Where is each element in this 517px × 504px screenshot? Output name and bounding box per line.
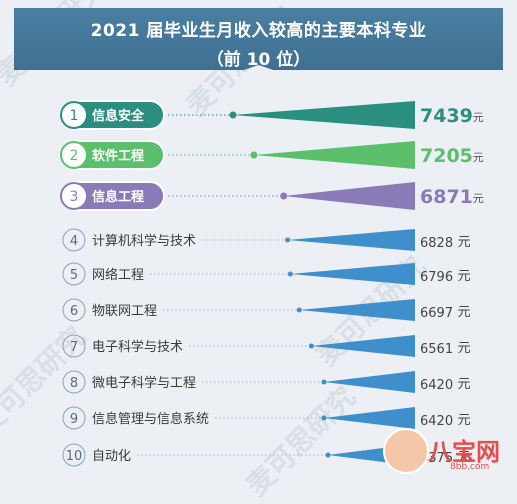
- unit-label: 元: [473, 111, 484, 124]
- logo-text: 八宝网: [428, 438, 500, 466]
- rank-number: 8: [70, 376, 78, 391]
- logo-url: 8bb.com: [450, 462, 490, 472]
- rank-circle: [62, 334, 86, 358]
- unit-label: 元: [458, 269, 471, 284]
- unit-label: 元: [473, 192, 484, 205]
- value-bar: [287, 229, 415, 251]
- category-label: 信息安全: [92, 108, 145, 124]
- bar-dot: [308, 343, 314, 349]
- salary-chart: 1 信息安全 7439 元2 软件工程 7205 元3 信息工程 6871 元4 计算机科学与技术 6…: [60, 100, 484, 467]
- value-label: 6828: [420, 236, 453, 251]
- unit-label: 元: [458, 450, 471, 465]
- rank-circle: [62, 443, 86, 467]
- category-label: 物联网工程: [92, 304, 157, 319]
- rank-number: 4: [70, 234, 78, 249]
- bar-dot: [280, 192, 288, 200]
- value-label: 7205: [420, 145, 473, 167]
- unit-label: 元: [458, 341, 471, 356]
- rank-circle: [62, 228, 86, 252]
- rank-number: 1: [70, 108, 79, 124]
- title-banner: 2021 届毕业生月收入较高的主要本科专业 （前 10 位）: [14, 8, 503, 70]
- category-label: 计算机科学与技术: [92, 233, 196, 249]
- value-bar: [283, 182, 415, 210]
- chart-title: 2021 届毕业生月收入较高的主要本科专业: [90, 21, 427, 41]
- rank-number: 10: [66, 449, 83, 464]
- value-label: 7439: [420, 105, 473, 127]
- chart-subtitle: （前 10 位）: [206, 50, 311, 70]
- value-label: 6871: [420, 186, 473, 208]
- bar-dot: [325, 452, 331, 458]
- category-label: 信息管理与信息系统: [92, 411, 209, 427]
- unit-label: 元: [473, 151, 484, 164]
- bar-dot: [285, 237, 291, 243]
- rank-number: 5: [70, 268, 78, 283]
- mascot-icon: [383, 428, 429, 474]
- category-label: 电子科学与技术: [92, 339, 183, 355]
- rank-circle: [60, 101, 88, 129]
- bar-dot: [321, 379, 327, 385]
- rank-circle: [62, 298, 86, 322]
- rank-number: 3: [70, 189, 79, 205]
- value-bar: [299, 299, 415, 321]
- value-bar: [323, 407, 415, 429]
- category-label: 软件工程: [92, 148, 144, 164]
- category-label: 网络工程: [92, 267, 144, 283]
- category-label: 自动化: [92, 449, 131, 464]
- bar-dot: [296, 307, 302, 313]
- rank-circle: [60, 182, 88, 210]
- category-label: 微电子科学与工程: [92, 375, 196, 391]
- unit-label: 元: [458, 377, 471, 392]
- rank-circle: [62, 370, 86, 394]
- bar-dot: [229, 111, 237, 119]
- unit-label: 元: [458, 235, 471, 250]
- value-label: 6420: [420, 414, 453, 429]
- rank-circle: [60, 141, 88, 169]
- rank-number: 2: [70, 148, 79, 164]
- value-label: 6561: [420, 342, 453, 357]
- rank-number: 6: [70, 304, 78, 319]
- value-label: 6697: [420, 306, 453, 321]
- value-label: 6796: [420, 270, 453, 285]
- value-bar: [323, 371, 415, 393]
- value-label: 6420: [420, 378, 453, 393]
- rank-number: 9: [70, 412, 78, 427]
- unit-label: 元: [458, 305, 471, 320]
- category-label: 信息工程: [92, 189, 144, 205]
- rank-circle: [62, 406, 86, 430]
- unit-label: 元: [458, 413, 471, 428]
- value-bar: [290, 263, 415, 285]
- rank-number: 7: [70, 340, 78, 355]
- bar-dot: [321, 415, 327, 421]
- value-bar: [233, 101, 415, 129]
- bar-dot: [287, 271, 293, 277]
- value-bar: [311, 335, 415, 357]
- bar-dot: [250, 151, 258, 159]
- value-bar: [253, 141, 415, 169]
- rank-circle: [62, 262, 86, 286]
